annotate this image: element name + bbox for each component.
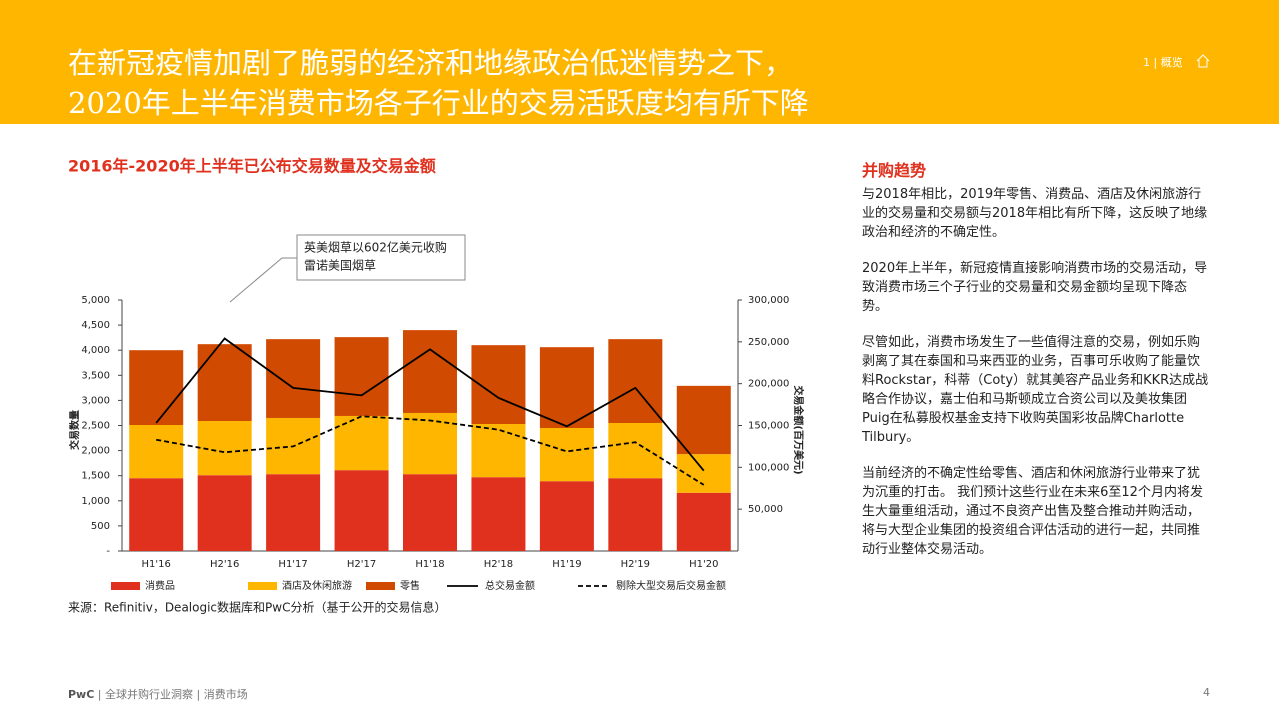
x-tick-label: H2'19 xyxy=(621,559,650,570)
y2-tick-label: 300,000 xyxy=(748,295,789,306)
bar xyxy=(608,478,663,551)
callout xyxy=(229,257,297,303)
y2-axis-title: 交易金额(百万美元) xyxy=(792,385,805,474)
brand: PwC xyxy=(68,688,95,701)
x-tick-label: H1'16 xyxy=(142,559,171,570)
bar xyxy=(539,428,594,482)
x-tick-label: H1'17 xyxy=(278,559,307,570)
bar xyxy=(334,470,389,551)
home-icon[interactable] xyxy=(1196,54,1210,68)
bar xyxy=(608,422,663,479)
chart-title: 2016年-2020年上半年已公布交易数量及交易金额 xyxy=(68,157,436,176)
y-tick-label: - xyxy=(106,546,110,557)
bar xyxy=(334,337,389,416)
section-label: 1 | 概览 xyxy=(1143,56,1183,69)
y-tick-label: 2,500 xyxy=(81,421,110,432)
y-tick-label: 3,000 xyxy=(81,395,110,406)
bar xyxy=(539,347,594,429)
legend-label: 总交易金额 xyxy=(485,579,535,592)
paragraph: 尽管如此，消费市场发生了一些值得注意的交易，例如乐购剥离了其在泰国和马来西亚的业… xyxy=(862,335,1209,445)
y-axis-title: 交易数量 xyxy=(68,410,81,450)
legend-label: 消费品 xyxy=(145,579,175,592)
legend-swatch xyxy=(111,582,140,590)
line xyxy=(155,337,705,472)
paragraph: 2020年上半年，新冠疫情直接影响消费市场的交易活动，导致消费市场三个子行业的交… xyxy=(862,261,1208,314)
title: 在新冠疫情加剧了脆弱的经济和地缘政治低迷情势之下， xyxy=(68,46,794,80)
breadcrumb: | 全球并购行业洞察 | 消费市场 xyxy=(97,688,248,701)
bar xyxy=(403,330,457,413)
x-tick-label: H1'19 xyxy=(552,559,581,570)
bar xyxy=(471,423,526,478)
y2-tick-label: 50,000 xyxy=(748,504,783,515)
y2-tick-label: 100,000 xyxy=(748,462,789,473)
x-tick-label: H2'16 xyxy=(210,559,239,570)
y2-tick-label: 150,000 xyxy=(748,421,789,432)
y-tick-label: 1,000 xyxy=(81,496,110,507)
paragraph: 与2018年相比，2019年零售、消费品、酒店及休闲旅游行业的交易量和交易额与2… xyxy=(862,187,1208,240)
y-tick-label: 2,000 xyxy=(81,446,110,457)
source: 来源：Refinitiv，Dealogic数据库和PwC分析（基于公开的交易信息… xyxy=(68,600,446,615)
header: 在新冠疫情加剧了脆弱的经济和地缘政治低迷情势之下， 2020年上半年消费市场各子… xyxy=(0,0,1279,124)
bar xyxy=(676,454,731,493)
bar xyxy=(266,474,321,551)
y-tick-label: 1,500 xyxy=(81,471,110,482)
legend-swatch xyxy=(248,582,277,590)
x-tick-label: H2'18 xyxy=(484,559,513,570)
bar xyxy=(129,424,184,479)
y-tick-label: 5,000 xyxy=(81,295,110,306)
paragraph: 当前经济的不确定性给零售、酒店和休闲旅游行业带来了犹为沉重的打击。 我们预计这些… xyxy=(862,466,1203,557)
line xyxy=(156,415,705,486)
bar xyxy=(197,344,252,421)
x-tick-label: H2'17 xyxy=(347,559,376,570)
bar xyxy=(471,477,526,551)
title: 2020年上半年消费市场各子行业的交易活跃度均有所下降 xyxy=(68,86,809,120)
y-tick-label: 4,000 xyxy=(81,345,110,356)
sidebar-heading: 并购趋势 xyxy=(862,161,927,180)
sidebar: 并购趋势 与2018年相比，2019年零售、消费品、酒店及休闲旅游行业的交易量和… xyxy=(862,157,1210,576)
bar xyxy=(129,350,184,425)
y-tick-label: 500 xyxy=(91,521,110,532)
y-tick-label: 3,500 xyxy=(81,370,110,381)
bar xyxy=(676,385,731,455)
annotation-box xyxy=(296,234,466,281)
chart: 2016年-2020年上半年已公布交易数量及交易金额 英美烟草以602亿美元收购… xyxy=(68,157,805,615)
bar xyxy=(539,481,594,551)
page-number: 4 xyxy=(1203,686,1210,699)
bar xyxy=(676,492,731,551)
bar xyxy=(197,475,252,551)
footer: PwC | 全球并购行业洞察 | 消费市场 xyxy=(68,686,248,702)
y-tick-label: 4,500 xyxy=(81,320,110,331)
x-tick-label: H1'20 xyxy=(689,559,718,570)
legend-label: 酒店及休闲旅游 xyxy=(282,579,352,592)
annotation: 雷诺美国烟草 xyxy=(304,259,376,273)
bar xyxy=(129,478,184,551)
bar xyxy=(403,474,457,551)
y2-tick-label: 200,000 xyxy=(748,379,789,390)
annotation: 英美烟草以602亿美元收购 xyxy=(304,240,447,255)
bar xyxy=(266,339,321,418)
legend-label: 剔除大型交易后交易金额 xyxy=(616,579,726,592)
legend-label: 零售 xyxy=(400,579,420,592)
legend-swatch xyxy=(366,582,395,590)
x-tick-label: H1'18 xyxy=(415,559,444,570)
y2-tick-label: 250,000 xyxy=(748,337,789,348)
